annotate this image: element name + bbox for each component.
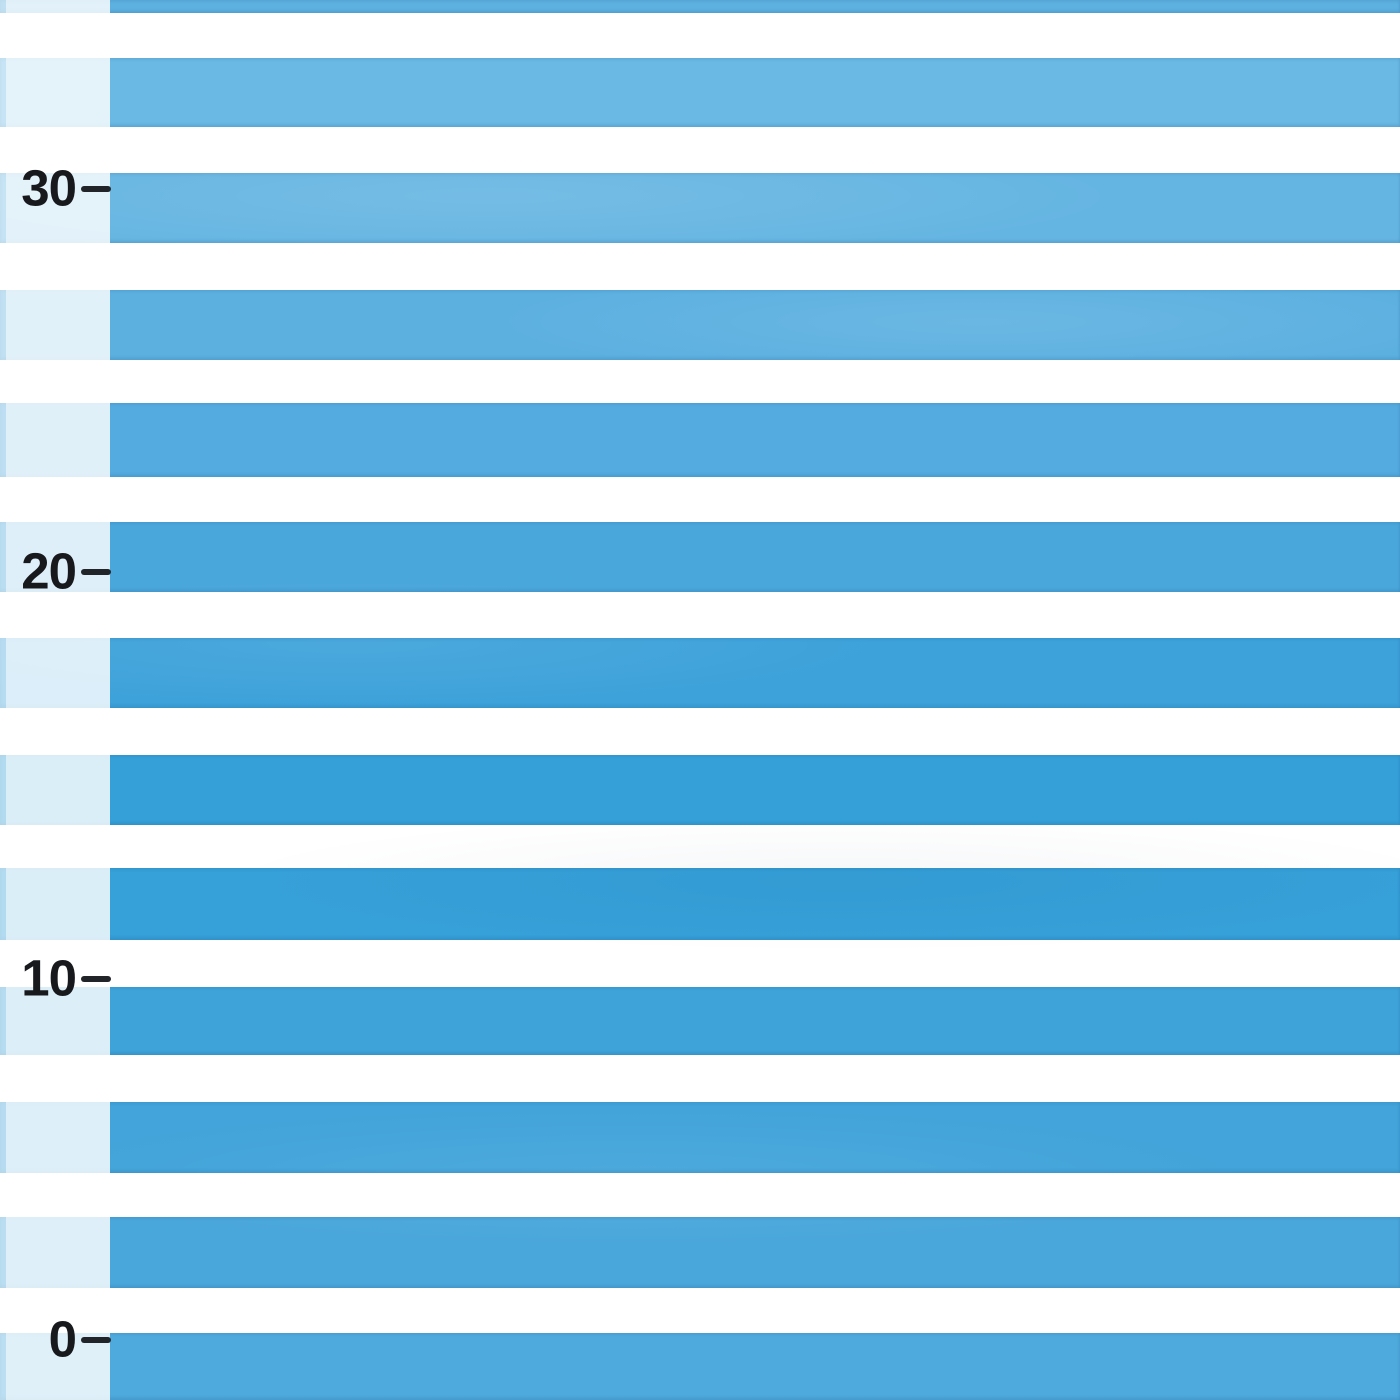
axis-gutter [0,0,110,1400]
bar-stripe [0,522,1400,592]
bar-stripe [0,755,1400,825]
y-tick-mark [81,1337,111,1343]
bar-stripe [0,868,1400,940]
y-tick-label: 10 [21,949,77,1007]
bar-stripe [0,0,1400,13]
bar-stripe [0,1217,1400,1288]
y-tick-mark [81,976,111,982]
y-tick-label: 20 [21,542,77,600]
bar-stripe [0,58,1400,127]
y-tick-mark [81,186,111,192]
bar-stripe [0,1102,1400,1173]
gutter-edge-sliver [0,0,6,1400]
y-tick-label: 0 [48,1310,77,1368]
y-tick-label: 30 [21,159,77,217]
y-tick-mark [81,569,111,575]
bar-stripe [0,1333,1400,1400]
bar-stripe [0,173,1400,243]
bar-stripe [0,638,1400,708]
gutter-backdrop [6,0,110,1400]
bar-stripe [0,987,1400,1055]
bar-stripe [0,403,1400,477]
bar-stripe [0,290,1400,360]
